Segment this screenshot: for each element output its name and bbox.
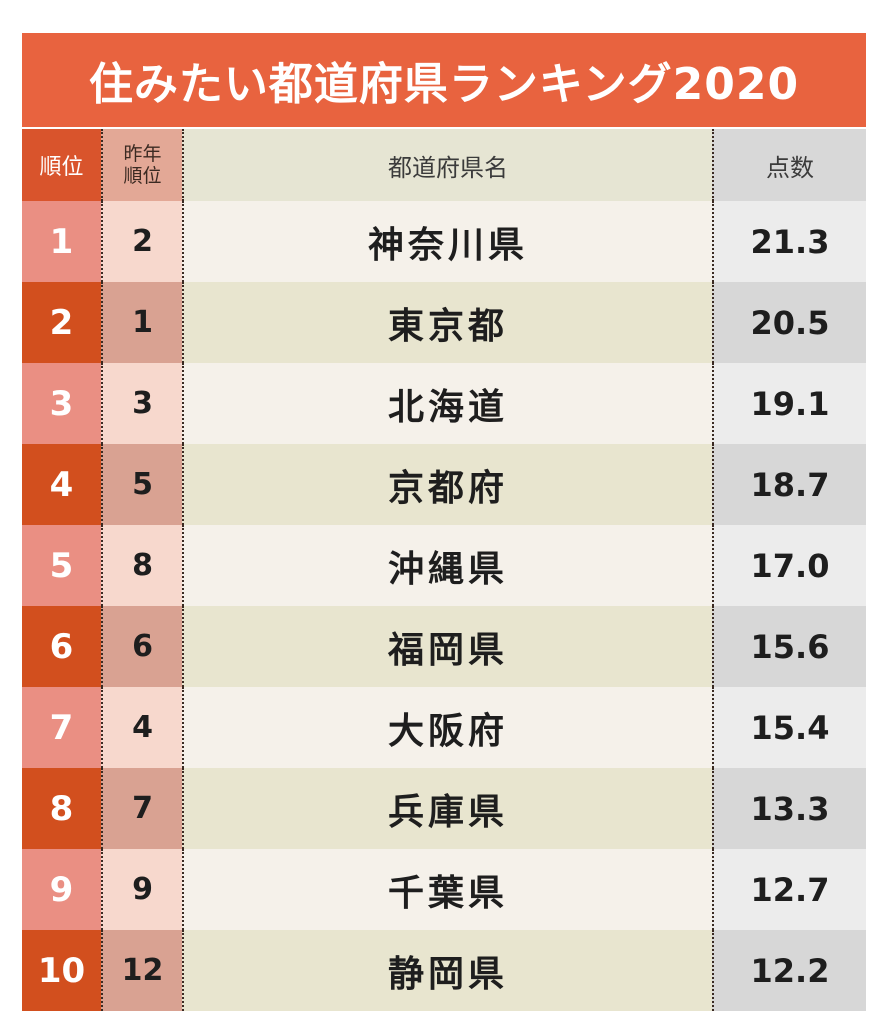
prefecture-name-cell: 兵庫県 bbox=[182, 768, 712, 849]
table-row: 4 5 京都府 18.7 bbox=[22, 444, 866, 525]
prev-rank-cell: 7 bbox=[101, 768, 182, 849]
score-cell: 21.3 bbox=[712, 201, 866, 282]
prefecture-name-cell: 東京都 bbox=[182, 282, 712, 363]
rank-cell: 4 bbox=[22, 444, 101, 525]
prefecture-name-cell: 静岡県 bbox=[182, 930, 712, 1011]
rank-cell: 2 bbox=[22, 282, 101, 363]
table-title: 住みたい都道府県ランキング2020 bbox=[22, 33, 866, 129]
score-cell: 18.7 bbox=[712, 444, 866, 525]
ranking-table: 住みたい都道府県ランキング2020 順位 昨年 順位 都道府県名 点数 1 2 神奈… bbox=[22, 33, 866, 1015]
prev-rank-cell: 12 bbox=[101, 930, 182, 1011]
score-cell: 13.3 bbox=[712, 768, 866, 849]
prev-rank-cell: 6 bbox=[101, 606, 182, 687]
table-row: 2 1 東京都 20.5 bbox=[22, 282, 866, 363]
header-prev-rank-line1: 昨年 bbox=[123, 143, 162, 165]
score-cell: 15.6 bbox=[712, 606, 866, 687]
score-cell: 17.0 bbox=[712, 525, 866, 606]
prev-rank-cell: 1 bbox=[101, 282, 182, 363]
rank-cell: 3 bbox=[22, 363, 101, 444]
rank-cell: 10 bbox=[22, 930, 101, 1011]
score-cell: 12.2 bbox=[712, 930, 866, 1011]
header-rank: 順位 bbox=[22, 129, 101, 201]
prev-rank-cell: 5 bbox=[101, 444, 182, 525]
header-score: 点数 bbox=[712, 129, 866, 201]
prev-rank-cell: 9 bbox=[101, 849, 182, 930]
score-cell: 19.1 bbox=[712, 363, 866, 444]
rank-cell: 9 bbox=[22, 849, 101, 930]
prev-rank-cell: 4 bbox=[101, 687, 182, 768]
table-row: 10 12 静岡県 12.2 bbox=[22, 930, 866, 1011]
prefecture-name-cell: 京都府 bbox=[182, 444, 712, 525]
table-body: 1 2 神奈川県 21.3 2 1 東京都 20.5 3 3 北海道 19.1 4 5 京都府 18.7 5 8 沖… bbox=[22, 201, 866, 1011]
prefecture-name-cell: 神奈川県 bbox=[182, 201, 712, 282]
table-row: 9 9 千葉県 12.7 bbox=[22, 849, 866, 930]
prefecture-name-cell: 大阪府 bbox=[182, 687, 712, 768]
table-row: 8 7 兵庫県 13.3 bbox=[22, 768, 866, 849]
rank-cell: 5 bbox=[22, 525, 101, 606]
header-prev-rank: 昨年 順位 bbox=[101, 129, 182, 201]
score-cell: 20.5 bbox=[712, 282, 866, 363]
table-row: 7 4 大阪府 15.4 bbox=[22, 687, 866, 768]
prefecture-name-cell: 福岡県 bbox=[182, 606, 712, 687]
table-row: 3 3 北海道 19.1 bbox=[22, 363, 866, 444]
header-prev-rank-line2: 順位 bbox=[123, 165, 162, 187]
prev-rank-cell: 3 bbox=[101, 363, 182, 444]
prefecture-name-cell: 北海道 bbox=[182, 363, 712, 444]
rank-cell: 1 bbox=[22, 201, 101, 282]
rank-cell: 7 bbox=[22, 687, 101, 768]
table-row: 6 6 福岡県 15.6 bbox=[22, 606, 866, 687]
score-cell: 12.7 bbox=[712, 849, 866, 930]
table-row: 5 8 沖縄県 17.0 bbox=[22, 525, 866, 606]
table-row: 1 2 神奈川県 21.3 bbox=[22, 201, 866, 282]
header-name: 都道府県名 bbox=[182, 129, 712, 201]
prefecture-name-cell: 沖縄県 bbox=[182, 525, 712, 606]
prev-rank-cell: 2 bbox=[101, 201, 182, 282]
rank-cell: 6 bbox=[22, 606, 101, 687]
score-cell: 15.4 bbox=[712, 687, 866, 768]
rank-cell: 8 bbox=[22, 768, 101, 849]
prev-rank-cell: 8 bbox=[101, 525, 182, 606]
prefecture-name-cell: 千葉県 bbox=[182, 849, 712, 930]
header-row: 順位 昨年 順位 都道府県名 点数 bbox=[22, 129, 866, 201]
